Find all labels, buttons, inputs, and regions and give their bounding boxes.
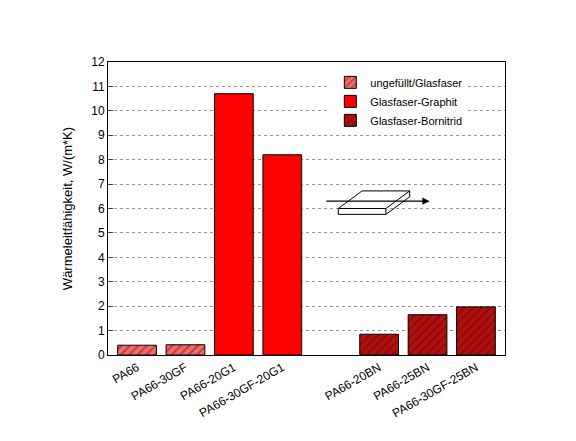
svg-text:4: 4 bbox=[98, 251, 105, 265]
svg-text:8: 8 bbox=[98, 153, 105, 167]
svg-text:Wärmeleitfähigkeit, W/(m*K): Wärmeleitfähigkeit, W/(m*K) bbox=[60, 127, 75, 290]
svg-text:3: 3 bbox=[98, 275, 105, 289]
svg-text:5: 5 bbox=[98, 226, 105, 240]
svg-text:10: 10 bbox=[91, 104, 105, 118]
svg-text:PA66-20BN: PA66-20BN bbox=[323, 360, 384, 403]
svg-text:0: 0 bbox=[98, 348, 105, 362]
svg-text:9: 9 bbox=[98, 128, 105, 142]
svg-text:11: 11 bbox=[92, 80, 105, 94]
svg-text:2: 2 bbox=[98, 299, 105, 313]
svg-text:6: 6 bbox=[98, 202, 105, 216]
svg-text:Glasfaser-Graphit: Glasfaser-Graphit bbox=[370, 96, 457, 108]
svg-text:PA66-30GF-20G1: PA66-30GF-20G1 bbox=[197, 360, 287, 420]
svg-text:PA66-30GF-25BN: PA66-30GF-25BN bbox=[390, 360, 481, 420]
svg-text:PA66-20G1: PA66-20G1 bbox=[178, 360, 239, 403]
svg-text:PA66-25BN: PA66-25BN bbox=[371, 360, 432, 403]
svg-text:7: 7 bbox=[98, 177, 105, 191]
svg-text:12: 12 bbox=[91, 55, 105, 69]
svg-text:PA66-30GF: PA66-30GF bbox=[129, 360, 190, 403]
svg-text:PA66: PA66 bbox=[110, 360, 142, 387]
svg-text:Glasfaser-Bornitrid: Glasfaser-Bornitrid bbox=[370, 115, 462, 127]
svg-text:ungefüllt/Glasfaser: ungefüllt/Glasfaser bbox=[370, 77, 462, 89]
svg-text:1: 1 bbox=[98, 324, 105, 338]
